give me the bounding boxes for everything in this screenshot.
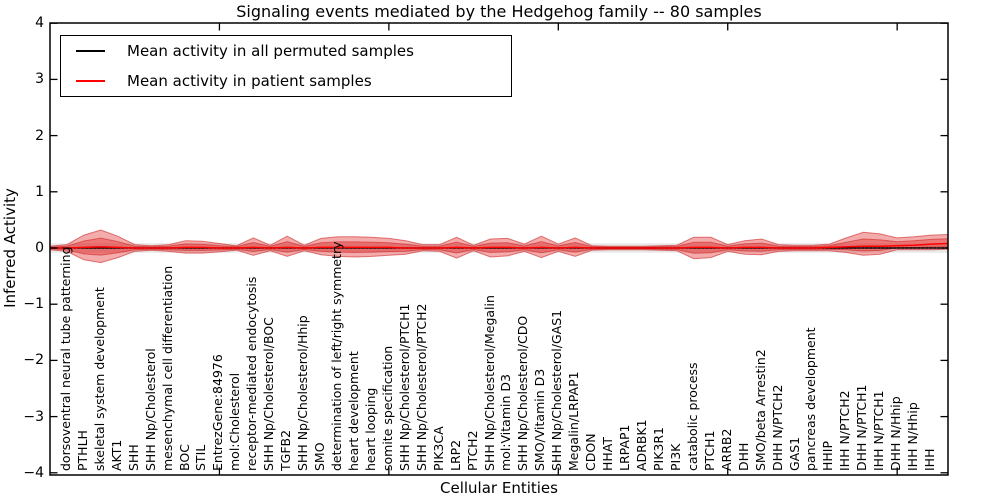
x-category-label: skeletal system development [91, 287, 107, 471]
y-tick-label: 0 [35, 240, 44, 256]
x-category-label: PTHLH [74, 430, 90, 471]
x-category-label: EntrezGene:84976 [210, 354, 226, 471]
x-category-label: LRPAP1 [617, 424, 633, 471]
x-category-label: PTCH1 [701, 430, 717, 471]
x-category-label: dorsoventral neural tube patterning [57, 246, 73, 472]
x-category-label: SHH Np/Cholesterol/GAS1 [549, 309, 565, 471]
y-tick-label: 4 [35, 15, 44, 32]
x-category-label: catabolic process [684, 362, 700, 471]
legend-label-patient: Mean activity in patient samples [127, 72, 372, 90]
x-category-label: SHH Np/Cholesterol/CDO [515, 315, 531, 471]
x-category-label: receptor-mediated endocytosis [244, 276, 260, 471]
x-category-label: IHH [922, 448, 938, 472]
legend-entry-permuted: Mean activity in all permuted samples [61, 36, 511, 66]
x-category-label: pancreas development [803, 327, 819, 471]
x-category-label: mol:Vitamin D3 [498, 374, 514, 471]
x-category-label: SHH Np/Cholesterol/Hhip [295, 315, 311, 471]
x-category-label: GAS1 [786, 436, 802, 471]
x-category-label: SHH Np/Cholesterol/BOC [261, 317, 277, 471]
x-category-label: LRP2 [447, 439, 463, 471]
x-category-label: CDON [583, 433, 599, 471]
x-category-label: IHH N/PTCH2 [837, 390, 853, 471]
y-tick-label: −1 [23, 296, 44, 313]
y-tick-label: −4 [23, 464, 44, 481]
x-category-label: ARRB2 [718, 428, 734, 471]
x-category-label: mesenchymal cell differentiation [159, 265, 175, 471]
x-category-label: heart looping [362, 387, 378, 471]
x-category-label: SHH [125, 444, 141, 471]
legend-line-permuted-icon [76, 50, 105, 52]
x-category-label: PIK3R1 [650, 426, 666, 471]
x-category-label: BOC [176, 444, 192, 471]
x-category-label: PIK3CA [430, 426, 446, 471]
x-category-label: HHIP [820, 440, 836, 471]
x-category-label: SMO [312, 442, 328, 471]
x-category-label: ADRBK1 [634, 419, 650, 471]
y-tick-label: 2 [35, 127, 44, 144]
x-category-label: Megalin/LRPAP1 [566, 371, 582, 471]
legend-label-permuted: Mean activity in all permuted samples [127, 42, 414, 60]
x-category-label: AKT1 [108, 439, 124, 471]
x-category-label: heart development [345, 351, 361, 471]
x-category-label: determination of left/right symmetry [329, 241, 345, 472]
x-category-label: SHH Np/Cholesterol [142, 348, 158, 471]
x-category-label: DHH N/PTCH1 [854, 384, 870, 471]
y-tick-label: −2 [23, 352, 44, 369]
plot-border [49, 22, 949, 476]
x-category-label: HHAT [600, 436, 616, 471]
x-category-label: PTCH2 [464, 430, 480, 471]
x-category-label: SHH Np/Cholesterol/Megalin [481, 295, 497, 471]
x-category-label: STIL [193, 444, 209, 471]
y-tick-label: 1 [35, 183, 44, 200]
y-tick-label: 3 [35, 71, 44, 88]
patient-mean-line [50, 242, 949, 249]
x-category-label: IHH N/Hhip [905, 402, 921, 471]
x-category-label: TGFB2 [278, 429, 294, 471]
legend-line-patient-icon [76, 80, 105, 82]
x-axis-label: Cellular Entities [440, 479, 558, 497]
x-category-label: PI3K [667, 443, 683, 471]
x-category-label: IHH N/PTCH1 [871, 390, 887, 471]
x-category-label: SMO/beta Arrestin2 [752, 349, 768, 471]
chart-title: Signaling events mediated by the Hedgeho… [236, 2, 762, 21]
x-category-label: mol:Cholesterol [227, 372, 243, 471]
x-category-label: DHH [735, 442, 751, 471]
x-category-label: DHH N/PTCH2 [769, 384, 785, 471]
x-category-label: SHH Np/Cholesterol/PTCH2 [413, 303, 429, 472]
y-tick-label: −3 [23, 408, 44, 425]
x-category-label: SMO/Vitamin D3 [532, 368, 548, 471]
x-category-label: somite specification [379, 345, 395, 471]
x-category-label: DHH N/Hhip [888, 396, 904, 471]
x-category-label: SHH Np/Cholesterol/PTCH1 [396, 303, 412, 472]
legend-entry-patient: Mean activity in patient samples [61, 66, 511, 96]
legend: Mean activity in all permuted samples Me… [60, 35, 512, 97]
